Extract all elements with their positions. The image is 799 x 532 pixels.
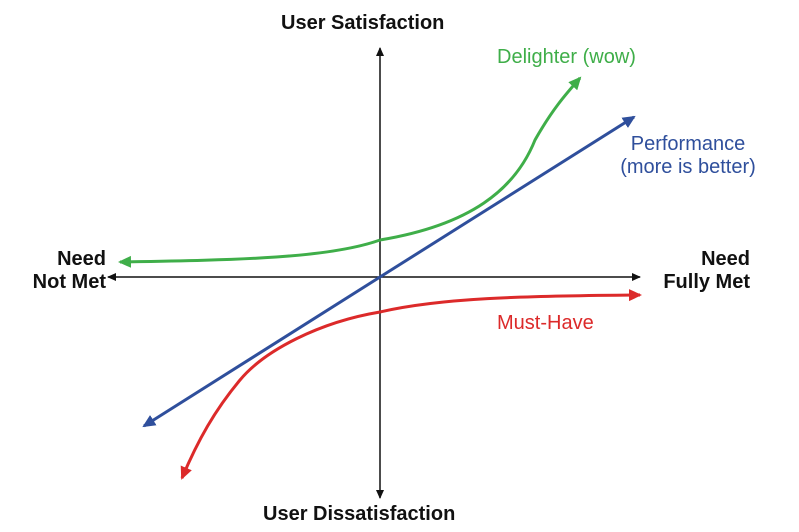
axis-label-right-line2: Fully Met	[663, 271, 750, 293]
axis-label-right: Need Fully Met	[642, 248, 750, 294]
delighter-label: Delighter (wow)	[497, 46, 636, 68]
must-have-curve-left	[180, 310, 381, 480]
performance-label: Performance (more is better)	[603, 133, 773, 179]
must-have-curve-right	[379, 289, 642, 314]
axis-label-left-line2: Not Met	[32, 271, 106, 293]
axis-label-top: User Satisfaction	[281, 12, 445, 34]
performance-line-up	[379, 115, 636, 279]
axis-label-right-line1: Need	[701, 248, 750, 270]
performance-label-line1: Performance	[630, 133, 746, 155]
delighter-curve-left	[118, 238, 381, 268]
performance-label-line2: (more is better)	[620, 156, 756, 178]
axis-label-left-line1: Need	[57, 248, 106, 270]
axis-label-left: Need Not Met	[8, 248, 106, 294]
must-have-label: Must-Have	[497, 312, 594, 334]
delighter-curve-right	[379, 76, 582, 242]
performance-line-down	[142, 275, 381, 428]
axis-label-bottom: User Dissatisfaction	[263, 503, 456, 525]
